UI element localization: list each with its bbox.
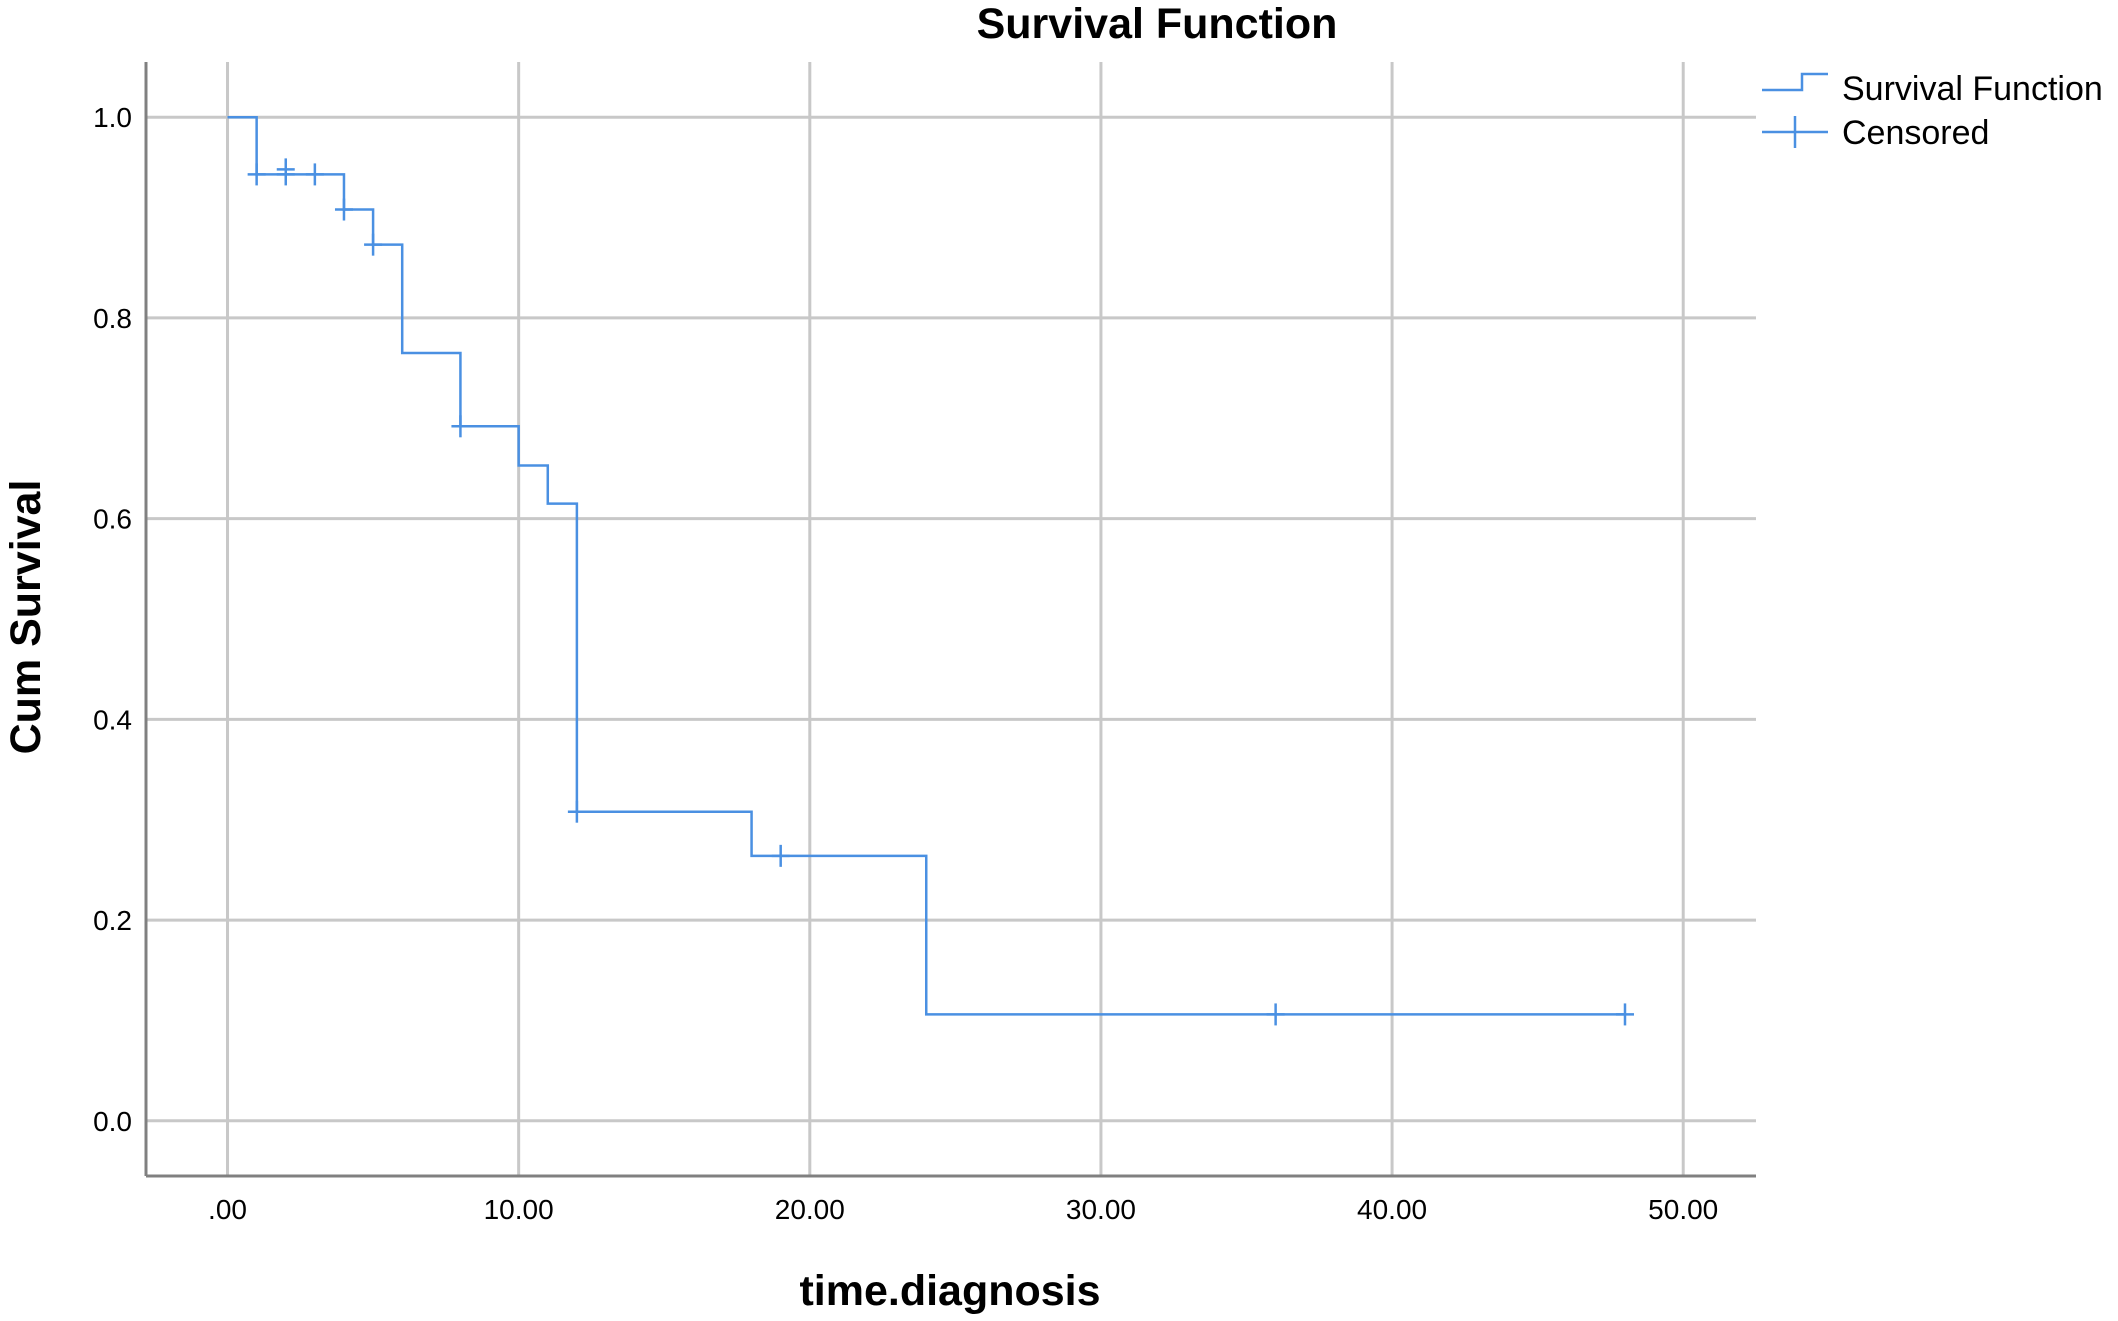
legend: Survival Function Censored [1762,70,2103,152]
x-tick-label: 20.00 [775,1194,845,1225]
chart-title: Survival Function [977,0,1338,48]
x-tick-label: 30.00 [1066,1194,1136,1225]
y-tick-label: 0.2 [93,905,132,936]
censored-marker [334,198,353,221]
y-tick-label: 0.0 [93,1106,132,1137]
censored-marker [567,800,586,823]
x-tick-label: 10.00 [484,1194,554,1225]
censored-marker [451,415,470,438]
censored-marker [305,163,324,186]
legend-step-icon [1762,72,1828,92]
x-tick-label: .00 [208,1194,247,1225]
grid-layer [146,62,1756,1176]
censored-marker [276,158,295,181]
censored-marker [247,163,266,186]
axes-layer [144,62,1756,1178]
y-tick-label: 0.4 [93,704,132,735]
legend-label-survival-function: Survival Function [1842,70,2103,108]
x-tick-label: 50.00 [1648,1194,1718,1225]
censored-marker [1615,1003,1634,1026]
series-layer [227,115,1634,1026]
ticks-layer: .00 10.00 20.00 30.00 40.00 50.00 0.0 0.2 0.4 0.6… [93,102,1718,1225]
x-tick-label: 40.00 [1357,1194,1427,1225]
censored-marker [364,233,383,256]
censored-marker [771,844,790,867]
x-axis-label: time.diagnosis [799,1267,1100,1315]
y-tick-label: 1.0 [93,102,132,133]
y-tick-label: 0.8 [93,303,132,334]
censored-marker [1266,1003,1285,1026]
y-tick-label: 0.6 [93,504,132,535]
survival-step-line [227,115,1625,1016]
legend-label-censored: Censored [1842,114,1989,152]
y-axis-label: Cum Survival [2,480,50,755]
